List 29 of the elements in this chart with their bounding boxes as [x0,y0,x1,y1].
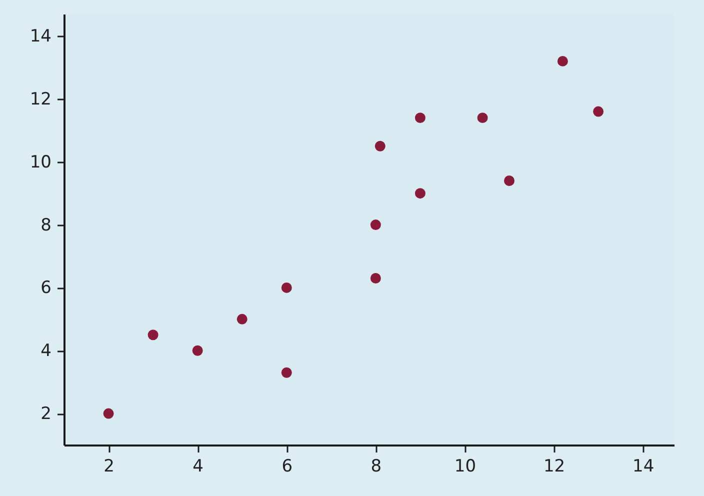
x-tick-label: 12 [543,456,566,476]
y-tick-label: 8 [40,215,52,236]
point [236,314,248,324]
x-tick-label: 14 [632,456,654,476]
y-tick-label: 6 [40,278,52,298]
point [370,273,381,284]
x-tick-label: 2 [104,456,114,476]
point [414,112,426,124]
point [148,330,158,340]
y-tick-label: 10 [30,152,52,172]
point [374,140,386,152]
point [281,282,292,293]
y-tick-label: 12 [30,89,52,110]
point [281,367,292,378]
x-tick-label: 10 [454,456,476,476]
point [103,408,114,419]
x-tick-label: 8 [370,456,382,476]
point [593,106,604,117]
x-tick-label: 4 [192,456,204,476]
point [477,112,488,124]
y-tick-label: 14 [30,26,52,47]
y-tick-label: 4 [40,341,52,362]
point [370,220,381,230]
x-tick-label: 6 [282,456,293,476]
point [504,176,514,186]
point [557,56,568,66]
y-tick-label: 2 [40,404,52,424]
point [192,345,203,356]
point [414,188,426,199]
